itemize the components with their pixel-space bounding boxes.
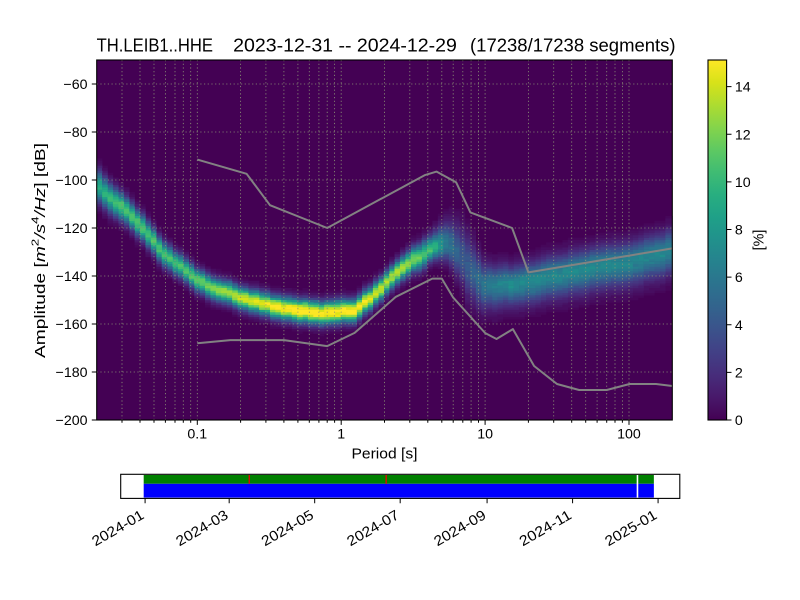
svg-text:10: 10 xyxy=(477,427,493,443)
svg-text:4: 4 xyxy=(735,318,743,334)
svg-text:6: 6 xyxy=(735,270,743,286)
svg-text:12: 12 xyxy=(735,127,751,143)
svg-text:100: 100 xyxy=(617,427,641,443)
svg-text:10: 10 xyxy=(735,175,751,191)
svg-text:−160: −160 xyxy=(56,317,88,333)
svg-text:(17238/17238 segments): (17238/17238 segments) xyxy=(470,36,676,56)
svg-text:1: 1 xyxy=(337,427,345,443)
svg-text:8: 8 xyxy=(735,223,743,239)
svg-text:−120: −120 xyxy=(56,221,88,237)
svg-text:14: 14 xyxy=(735,80,751,96)
svg-text:−180: −180 xyxy=(56,365,88,381)
svg-text:−140: −140 xyxy=(56,269,88,285)
svg-text:0: 0 xyxy=(735,413,743,429)
svg-text:Amplitude [m2/s4/Hz] [dB]: Amplitude [m2/s4/Hz] [dB] xyxy=(31,143,50,358)
svg-text:Period [s]: Period [s] xyxy=(352,447,418,463)
svg-text:−100: −100 xyxy=(56,173,88,189)
svg-text:−200: −200 xyxy=(56,413,88,429)
svg-text:−60: −60 xyxy=(63,77,87,93)
svg-text:[%]: [%] xyxy=(752,230,768,251)
svg-text:TH.LEIB1..HHE: TH.LEIB1..HHE xyxy=(97,36,213,56)
svg-text:0.1: 0.1 xyxy=(187,427,207,443)
svg-text:2023-12-31 -- 2024-12-29: 2023-12-31 -- 2024-12-29 xyxy=(233,36,457,56)
svg-text:−80: −80 xyxy=(63,125,87,141)
svg-text:2: 2 xyxy=(735,365,743,381)
